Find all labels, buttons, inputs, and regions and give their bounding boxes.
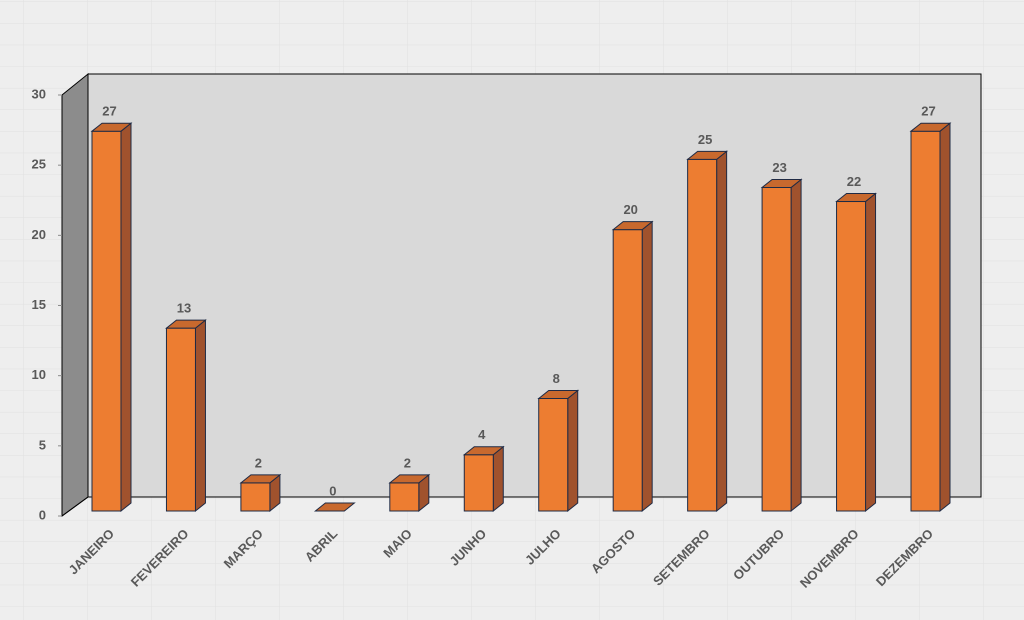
- data-label: 2: [255, 455, 262, 470]
- bar-top: [90, 122, 133, 132]
- data-label: 23: [772, 160, 786, 175]
- bar-top: [239, 474, 282, 484]
- data-label: 22: [847, 174, 861, 189]
- bar-top: [462, 446, 505, 456]
- side-wall: [61, 72, 89, 517]
- data-label: 0: [329, 483, 336, 498]
- bar-top: [165, 319, 207, 329]
- back-wall: [87, 73, 982, 498]
- bar-top: [611, 221, 654, 231]
- y-tick-label: 15: [32, 297, 46, 312]
- bar: [538, 397, 569, 512]
- data-label: 20: [623, 202, 637, 217]
- y-tick-label: 20: [32, 227, 46, 242]
- bar-side: [120, 122, 132, 513]
- bar-top: [760, 178, 803, 188]
- bar-top: [835, 193, 877, 203]
- bar-side: [865, 192, 877, 513]
- bar-side: [939, 122, 951, 513]
- data-label: 8: [553, 371, 560, 386]
- data-label: 27: [102, 104, 116, 119]
- data-label: 13: [177, 301, 191, 316]
- bar-top: [686, 150, 729, 160]
- bar-top: [909, 122, 952, 132]
- bar: [165, 327, 196, 512]
- y-tick-label: 25: [32, 157, 46, 172]
- bar: [836, 201, 867, 512]
- bar-top: [388, 474, 431, 484]
- data-label: 2: [404, 455, 411, 470]
- data-label: 27: [921, 104, 935, 119]
- y-tick-label: 5: [39, 437, 46, 452]
- data-label: 4: [478, 427, 486, 442]
- bar: [91, 130, 122, 512]
- bar: [240, 482, 271, 512]
- bar: [463, 454, 494, 512]
- y-tick-label: 10: [32, 367, 46, 382]
- bar: [612, 229, 643, 512]
- bar-side: [716, 150, 728, 513]
- bar: [687, 158, 718, 512]
- bar-side: [790, 178, 802, 513]
- bar-side: [492, 445, 504, 513]
- bar-side: [567, 389, 579, 513]
- bar-side: [641, 220, 653, 513]
- bar-top: [537, 389, 580, 399]
- bar-side: [194, 319, 206, 513]
- floor-edge: [61, 496, 89, 517]
- bar: [910, 130, 941, 512]
- y-tick-label: 0: [39, 507, 46, 522]
- bar: [761, 186, 792, 512]
- bar: [389, 482, 420, 512]
- bar-top: [313, 502, 356, 512]
- data-label: 25: [698, 132, 712, 147]
- y-tick-label: 30: [32, 86, 46, 101]
